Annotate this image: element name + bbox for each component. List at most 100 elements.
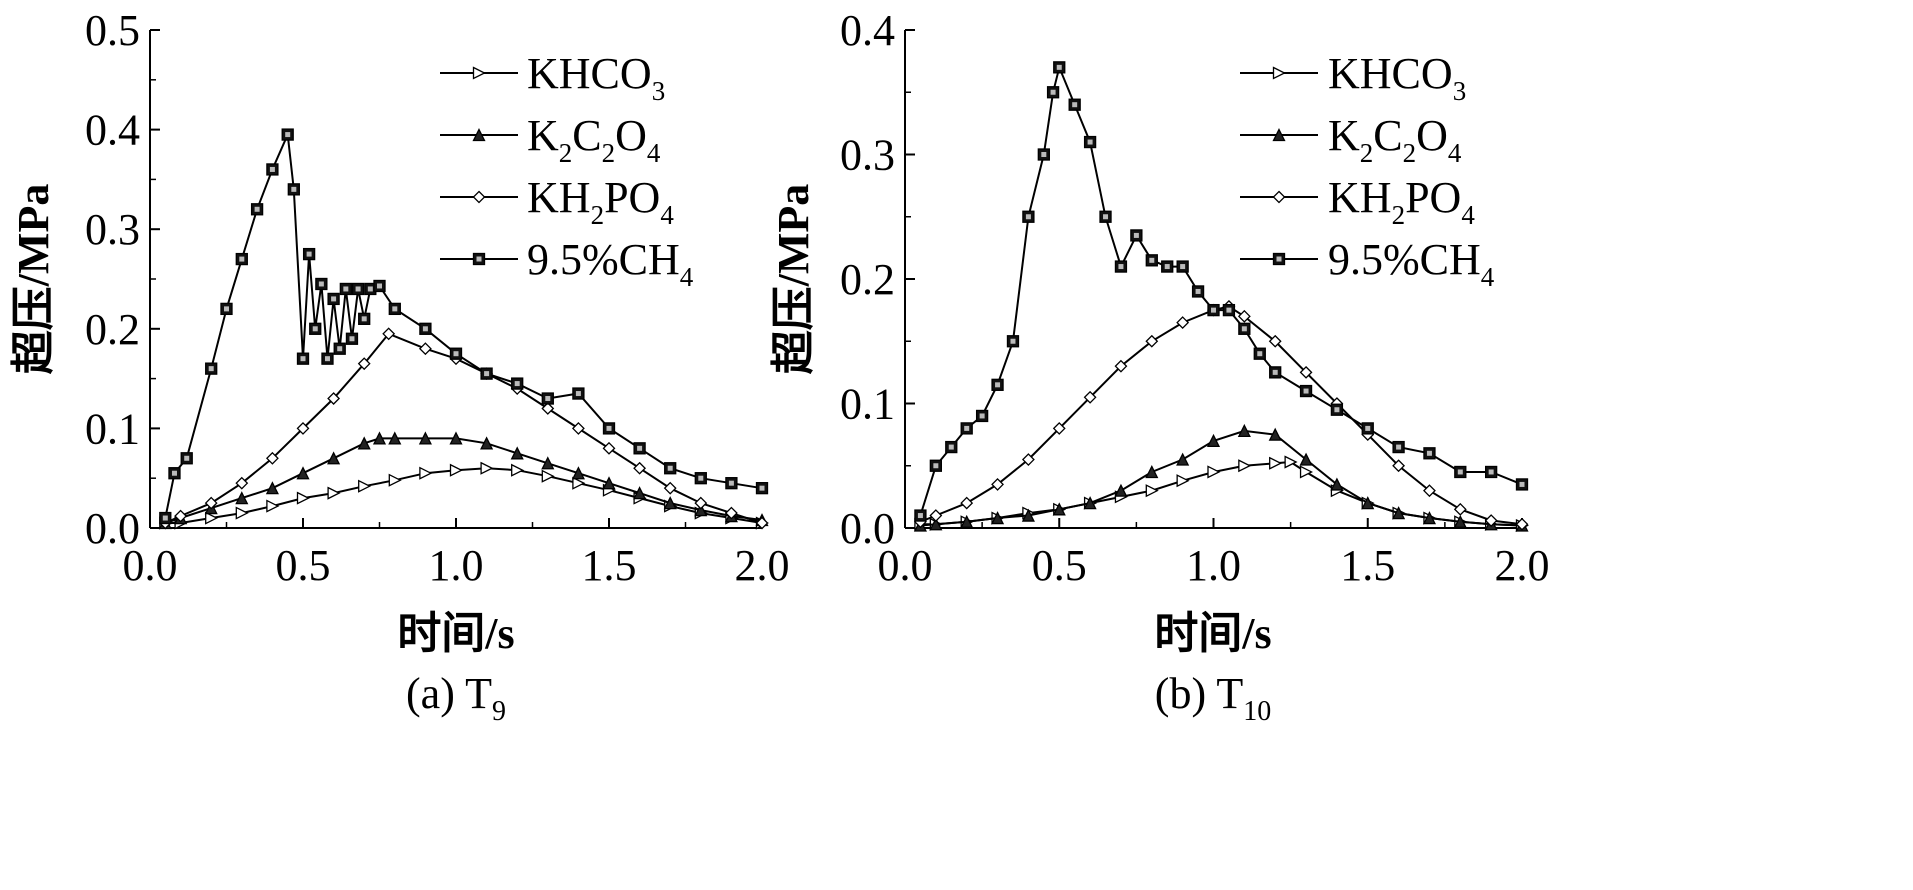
marker-core <box>184 455 190 461</box>
series-line-K2C2O4 <box>920 429 1523 527</box>
series-2-point-4 <box>265 451 279 465</box>
marker-core <box>1056 64 1062 70</box>
series-1-point-19 <box>694 503 708 517</box>
series-2-point-1 <box>929 509 943 522</box>
series-0-point-12 <box>1269 456 1283 470</box>
marker-core <box>367 286 373 292</box>
series-1-point-14 <box>541 456 555 470</box>
legend-marker-2-point-0 <box>472 190 486 204</box>
y-tick-label: 0.4 <box>85 106 140 155</box>
legend-marker-1-point-0 <box>472 128 486 142</box>
x-tick-label: 1.5 <box>582 541 637 590</box>
series-2-point-13 <box>541 402 555 415</box>
series-1-point-17 <box>633 486 647 500</box>
series-1-point-4 <box>1021 508 1035 522</box>
series-0-point-11 <box>480 461 494 475</box>
legend-label: KHCO3 <box>1328 49 1466 106</box>
series-2-point-18 <box>1423 484 1436 498</box>
series-1-point-9 <box>1176 452 1190 466</box>
series-2-point-16 <box>633 461 647 475</box>
marker-core <box>171 470 177 476</box>
series-1-point-7 <box>1114 483 1128 497</box>
legend-marker-2-point-0 <box>1272 190 1286 204</box>
marker-core <box>361 316 367 322</box>
x-tick-label: 0.0 <box>123 541 178 590</box>
series-0-point-12 <box>511 463 525 477</box>
series-0-point-5 <box>296 491 310 505</box>
x-tick-label: 0.0 <box>878 541 933 590</box>
y-tick-label: 0.2 <box>840 255 895 304</box>
legend-label: 9.5%CH4 <box>527 235 694 292</box>
y-tick-label: 0.5 <box>85 6 140 55</box>
legend-item-0: KHCO3 <box>440 49 665 106</box>
series-1-point-11 <box>1237 423 1251 438</box>
marker-core <box>422 326 428 332</box>
series-2-point-20 <box>755 516 769 530</box>
marker-core <box>476 256 482 262</box>
marker-core <box>1276 256 1282 262</box>
marker-core <box>291 186 297 192</box>
series-2-point-20 <box>1484 514 1498 527</box>
series-0-point-7 <box>358 479 372 493</box>
series-KH2PO4 <box>158 327 769 530</box>
series-2-point-1 <box>174 509 188 523</box>
legend-marker-1-point-0 <box>1272 128 1286 142</box>
legend-item-0: KHCO3 <box>1240 49 1466 106</box>
marker-core <box>606 425 612 431</box>
series-2-point-3 <box>991 478 1004 491</box>
series-2-point-15 <box>602 441 616 455</box>
x-tick-label: 0.5 <box>276 541 331 590</box>
series-2-point-5 <box>296 421 310 435</box>
marker-core <box>300 356 306 362</box>
marker-core <box>1041 152 1047 157</box>
series-2-point-8 <box>1145 334 1159 348</box>
marker-core <box>995 382 1001 388</box>
x-axis-label: 时间/s <box>397 609 514 658</box>
y-tick-label: 0.1 <box>85 404 140 453</box>
legend-item-1: K2C2O4 <box>440 111 661 168</box>
series-2-point-8 <box>382 327 396 341</box>
series-0-point-8 <box>1145 484 1159 498</box>
y-tick-label: 0.0 <box>840 504 895 553</box>
series-1-point-4 <box>265 481 279 495</box>
series-line-KHCO3 <box>165 467 763 524</box>
series-line-KH2PO4 <box>920 305 1523 526</box>
marker-core <box>254 206 260 212</box>
legend-label: KH2PO4 <box>527 173 674 230</box>
legend-marker-0-point-0 <box>1272 66 1286 80</box>
series-2-point-17 <box>1392 459 1406 473</box>
series-2-point-3 <box>235 476 249 490</box>
marker-core <box>162 515 168 521</box>
chart-panel-a: 0.0 0.5 1.0 1.5 2.0 0.0 0.1 0.2 0.3 0.4 0.5 时间/s 超压/… <box>9 6 790 727</box>
panel-caption: (a) T9 <box>406 669 506 727</box>
series-1-point-3 <box>235 491 249 505</box>
series-2-point-5 <box>1052 421 1066 435</box>
marker-core <box>1133 232 1139 238</box>
marker-core <box>484 371 490 377</box>
series-2-point-4 <box>1021 453 1035 466</box>
x-axis-label: 时间/s <box>1154 609 1271 658</box>
marker-core <box>355 286 361 292</box>
series-1-point-8 <box>372 431 387 445</box>
marker-core <box>312 326 318 332</box>
series-1-point-9 <box>388 431 402 445</box>
legend-item-2: KH2PO4 <box>440 173 674 230</box>
series-K2C2O4 <box>158 431 769 530</box>
series-1-point-13 <box>510 446 524 460</box>
legend-label: K2C2O4 <box>527 111 661 168</box>
series-2-point-6 <box>327 392 341 405</box>
series-2-point-21 <box>1515 517 1529 531</box>
legend-item-3: 9.5%CH4 <box>440 235 694 292</box>
marker-core <box>933 463 939 469</box>
marker-core <box>1149 257 1155 263</box>
series-2-point-6 <box>1083 390 1097 404</box>
y-axis-label: 超压/MPa <box>9 184 58 375</box>
marker-core <box>377 283 382 289</box>
marker-core <box>979 413 985 419</box>
panel-caption: (b) T10 <box>1155 669 1271 727</box>
marker-core <box>208 366 214 372</box>
series-1-point-11 <box>449 431 463 445</box>
y-tick-label: 0.4 <box>840 6 895 55</box>
series-1-point-12 <box>480 436 494 450</box>
